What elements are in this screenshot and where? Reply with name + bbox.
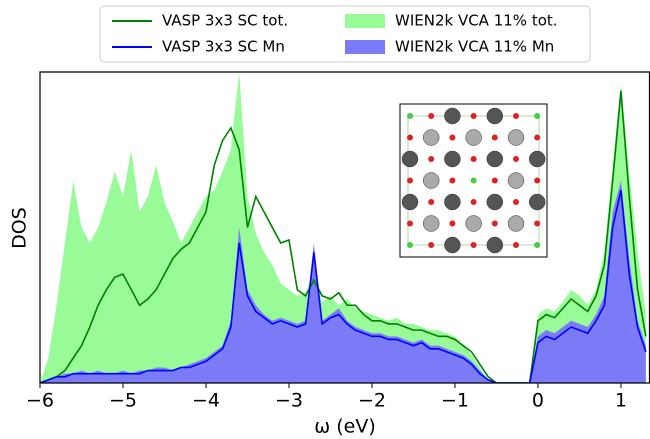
inset-mn	[470, 177, 477, 184]
x-tick-label: −5	[109, 390, 137, 412]
legend-label: VASP 3x3 SC Mn	[162, 38, 285, 56]
inset-atom	[401, 150, 419, 168]
inset-atom	[507, 172, 525, 189]
inset-oxygen	[407, 177, 413, 184]
legend-label: VASP 3x3 SC tot.	[162, 12, 288, 30]
x-tick-label: −2	[358, 390, 386, 412]
inset-oxygen	[407, 220, 413, 227]
legend-swatch	[345, 14, 385, 28]
inset-oxygen	[491, 220, 498, 227]
plot-area	[40, 72, 647, 383]
inset-atom	[528, 150, 546, 168]
inset-oxygen	[407, 134, 413, 141]
inset-atom	[422, 215, 440, 232]
x-tick-label: −1	[441, 390, 469, 412]
inset-oxygen	[534, 134, 541, 141]
legend-label: WIEN2k VCA 11% Mn	[395, 38, 554, 56]
y-axis-label: DOS	[9, 207, 31, 249]
inset-atom	[486, 150, 504, 168]
legend-box	[99, 5, 591, 63]
x-tick-label: 1	[615, 390, 627, 412]
inset-atom	[444, 193, 461, 211]
inset-oxygen	[470, 242, 477, 248]
inset-oxygen	[449, 134, 456, 141]
inset-oxygen	[513, 199, 519, 205]
inset-oxygen	[428, 156, 435, 162]
inset-atom	[486, 107, 504, 125]
inset-mn	[407, 242, 413, 248]
line	[40, 90, 647, 383]
inset-oxygen	[491, 134, 498, 141]
inset-oxygen	[428, 113, 435, 119]
area	[40, 180, 646, 383]
x-axis-label: ω (eV)	[314, 416, 375, 438]
x-tick-label: −6	[26, 390, 54, 412]
inset-atom	[507, 215, 525, 232]
inset-atom	[422, 172, 440, 189]
inset-atom	[401, 193, 419, 211]
inset-atom	[465, 215, 482, 232]
inset-oxygen	[534, 220, 541, 227]
inset-atom	[444, 150, 461, 168]
area	[40, 72, 646, 383]
inset-oxygen	[428, 199, 435, 205]
inset-oxygen	[534, 177, 541, 184]
inset-oxygen	[491, 177, 498, 184]
inset-oxygen	[513, 156, 519, 162]
inset-mn	[534, 242, 541, 248]
legend-label: WIEN2k VCA 11% tot.	[395, 12, 558, 30]
x-tick-label: 0	[532, 390, 544, 412]
inset-oxygen	[513, 242, 519, 248]
inset-atom	[528, 193, 546, 211]
inset-atom	[486, 193, 504, 211]
inset-oxygen	[449, 220, 456, 227]
inset-oxygen	[470, 113, 477, 119]
inset-atom	[486, 236, 504, 254]
x-tick-label: −3	[275, 390, 303, 412]
inset-oxygen	[449, 177, 456, 184]
inset-oxygen	[428, 242, 435, 248]
inset-atom	[444, 236, 461, 254]
inset-atom	[444, 107, 461, 125]
inset-oxygen	[470, 199, 477, 205]
inset-mn	[534, 113, 541, 119]
inset-atom	[507, 129, 525, 146]
line	[40, 190, 647, 383]
legend-swatch	[345, 40, 385, 54]
inset-oxygen	[470, 156, 477, 162]
inset-oxygen	[513, 113, 519, 119]
inset-atom	[422, 129, 440, 146]
inset-mn	[407, 113, 413, 119]
x-tick-label: −4	[192, 390, 220, 412]
inset-atom	[465, 129, 482, 146]
